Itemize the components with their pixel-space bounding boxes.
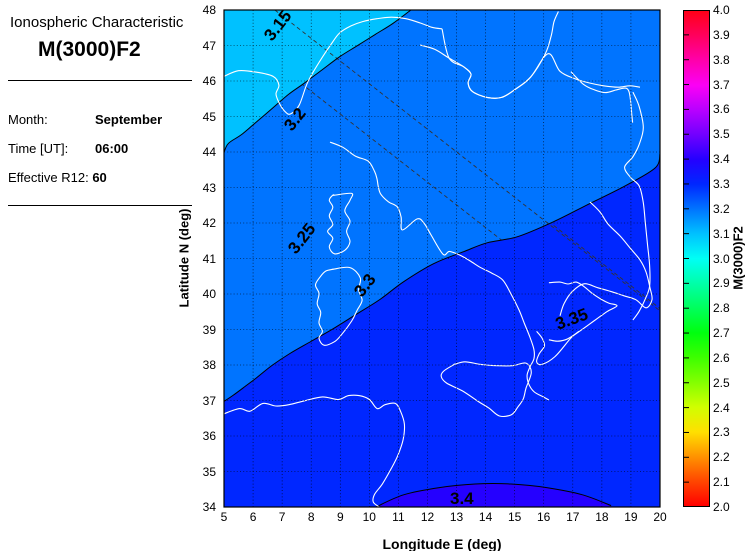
svg-text:3.4: 3.4: [450, 489, 474, 508]
